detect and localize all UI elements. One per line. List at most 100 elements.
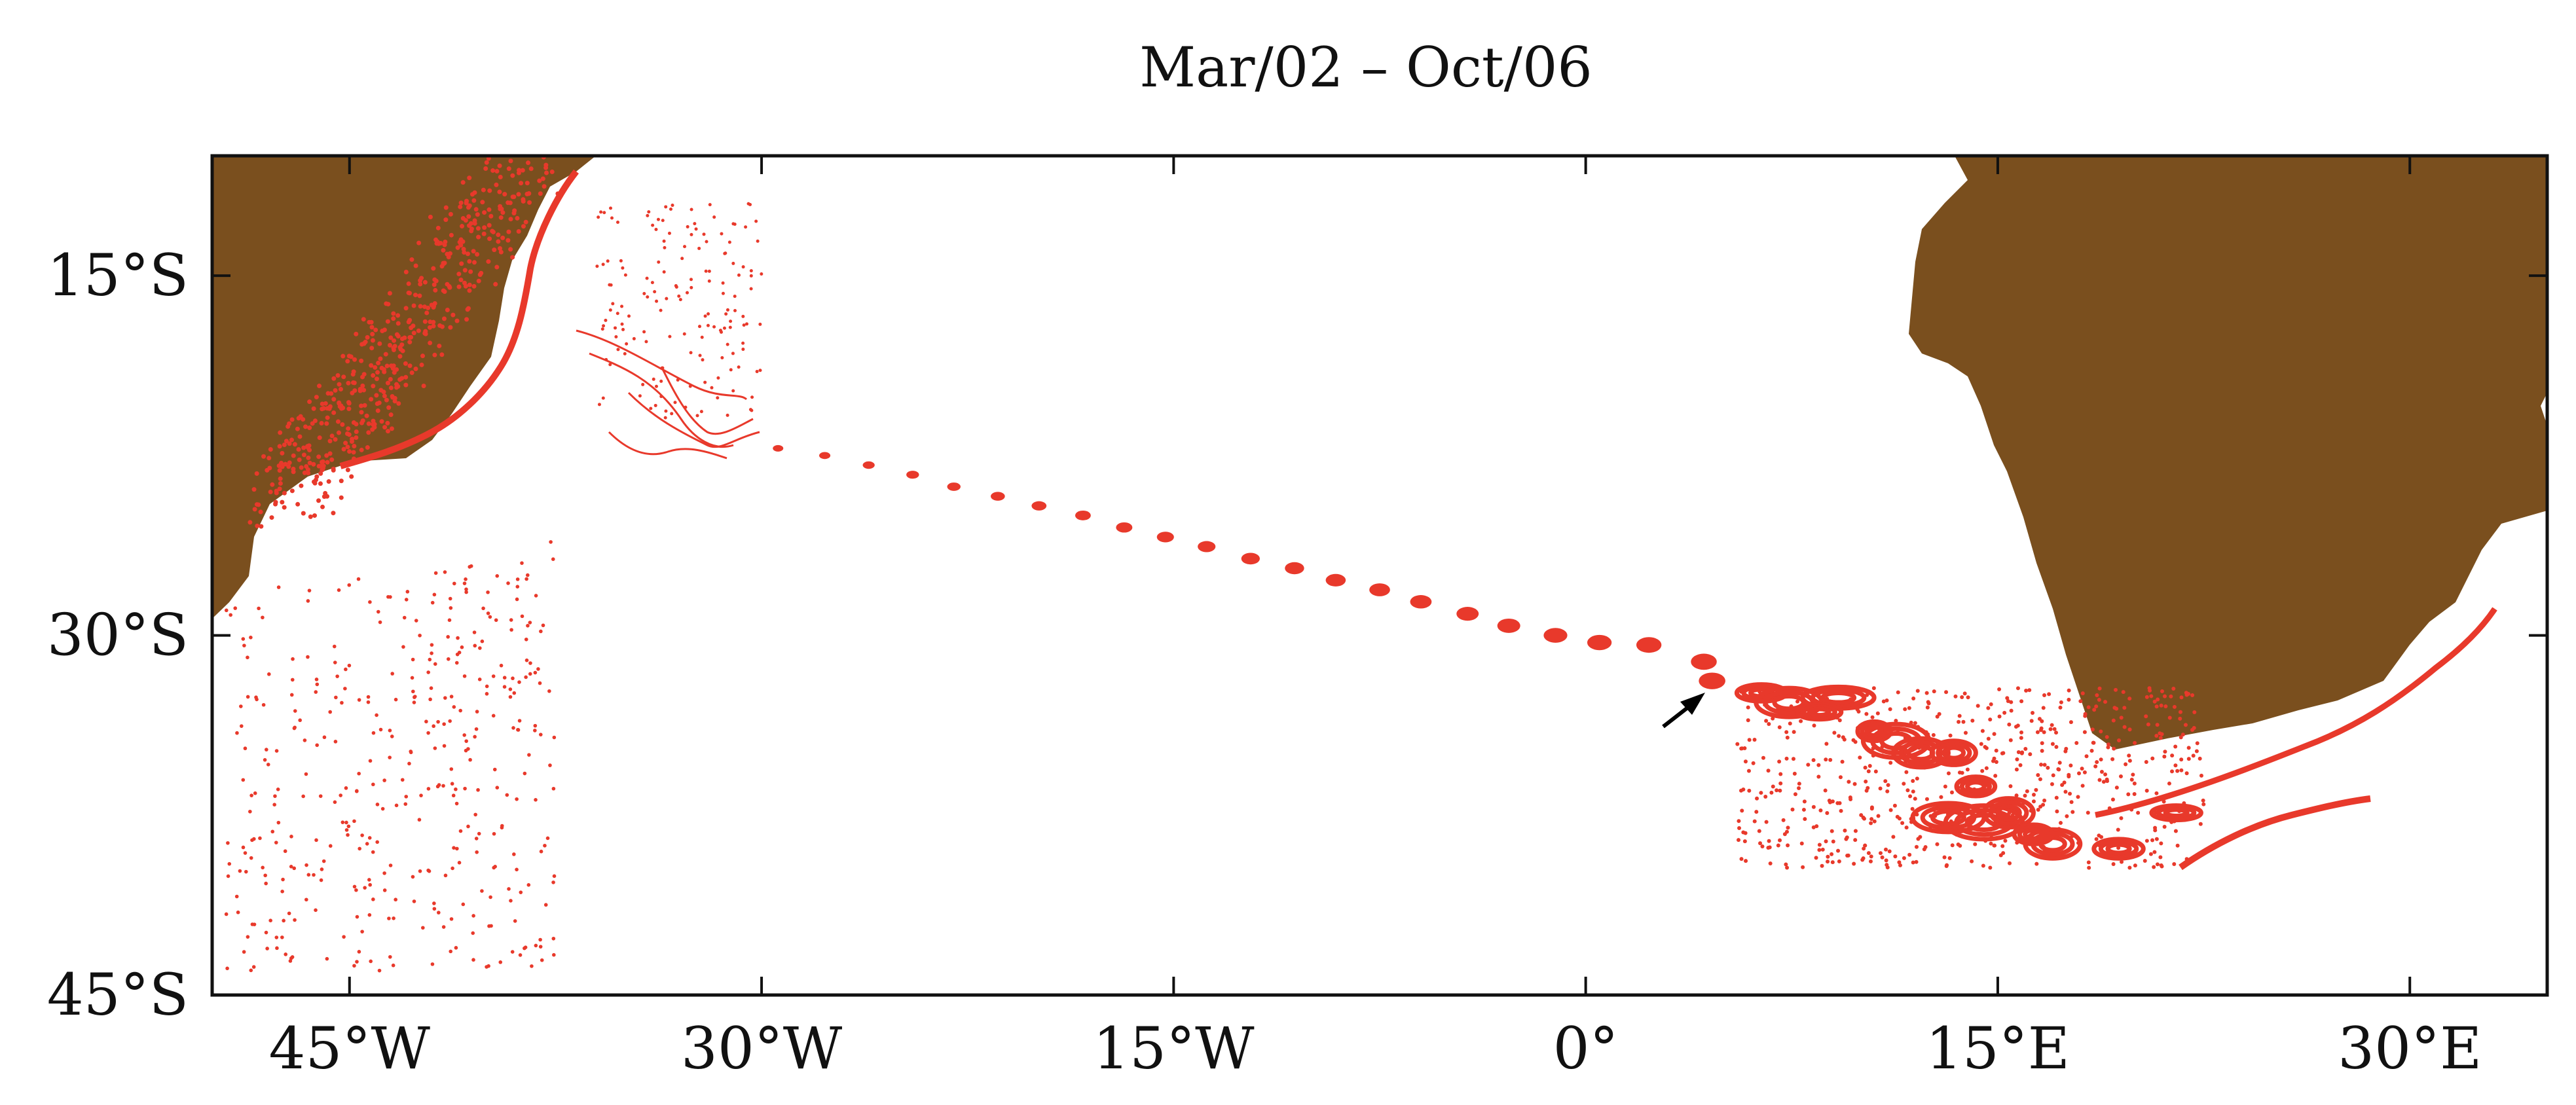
particle (320, 867, 324, 871)
particle (390, 672, 394, 676)
particle (527, 753, 531, 757)
particle (2087, 865, 2091, 870)
particle (337, 588, 341, 592)
particle (2023, 793, 2027, 798)
particle (2179, 768, 2184, 772)
particle (339, 479, 344, 484)
particle (382, 369, 387, 374)
particle (674, 285, 678, 289)
particle (528, 661, 532, 665)
particle (297, 457, 302, 462)
particle (2172, 862, 2177, 867)
particle (509, 899, 513, 903)
eddy-ring (1763, 689, 1815, 716)
particle (2067, 774, 2071, 779)
particle (2154, 837, 2159, 841)
particle (2059, 700, 2063, 704)
particle (2097, 686, 2102, 691)
particle (1960, 695, 1964, 700)
particle (724, 312, 728, 316)
particle (301, 417, 306, 422)
particle (2050, 782, 2054, 786)
particle (317, 435, 322, 441)
particle (276, 820, 281, 825)
particle (360, 383, 365, 388)
particle (1885, 865, 1890, 870)
particle (314, 678, 319, 681)
particle (331, 410, 337, 415)
particle (2042, 730, 2046, 734)
particle (517, 168, 522, 173)
particle (303, 424, 308, 429)
particle (334, 695, 338, 700)
particle (1898, 863, 1902, 867)
particle (340, 820, 345, 824)
particle (726, 308, 729, 312)
particle (1843, 828, 1847, 833)
particle (1864, 788, 1869, 793)
particle (333, 740, 338, 744)
particle (342, 935, 346, 939)
particle (325, 406, 330, 411)
particle (369, 363, 374, 368)
particle (1792, 730, 1796, 734)
particle (2003, 839, 2008, 843)
particle (419, 362, 424, 367)
particle (251, 487, 257, 492)
particle (1976, 704, 1980, 708)
particle (1863, 843, 1868, 848)
particle (431, 266, 436, 271)
particle (407, 291, 413, 296)
particle (1960, 770, 1964, 775)
particle (621, 266, 625, 270)
particle (443, 570, 447, 574)
particle (409, 750, 413, 755)
particle (277, 444, 282, 449)
eddy-marker (1456, 607, 1479, 621)
particle (291, 453, 296, 458)
particle (439, 352, 445, 357)
particle (387, 916, 391, 920)
particle (515, 597, 519, 602)
eddy-ring (1941, 745, 1966, 761)
particle (435, 225, 441, 230)
particle (261, 454, 267, 459)
particle (403, 802, 408, 806)
particle (2126, 792, 2131, 797)
particle (700, 335, 704, 339)
particle (340, 422, 345, 427)
particle (1992, 732, 1996, 736)
eddy-ring (1810, 687, 1867, 708)
particle (1735, 742, 1740, 746)
particle (1830, 829, 1834, 833)
particle (1966, 695, 1970, 700)
particle (2063, 789, 2068, 794)
particle (1980, 769, 1985, 773)
particle (1758, 841, 1763, 846)
particle (1911, 789, 1915, 794)
particle (515, 797, 519, 801)
particle (448, 719, 452, 723)
particle (1853, 829, 1858, 833)
particle (534, 594, 538, 598)
particle (1986, 706, 1991, 710)
particle (317, 384, 322, 389)
particle (261, 702, 266, 707)
particle (378, 388, 384, 393)
particle (2154, 734, 2159, 738)
particle (1820, 863, 1824, 868)
particle (1824, 742, 1829, 746)
particle (378, 356, 383, 361)
particle (2156, 697, 2160, 702)
particle (341, 446, 346, 452)
particle (367, 319, 372, 325)
particle (528, 166, 534, 172)
particle (287, 911, 291, 916)
particle (490, 228, 495, 234)
eddy-ring (1981, 796, 2036, 830)
particle (1863, 765, 1868, 770)
particle (511, 676, 515, 681)
particle (289, 488, 295, 494)
particle (520, 614, 524, 619)
particle (360, 930, 364, 933)
